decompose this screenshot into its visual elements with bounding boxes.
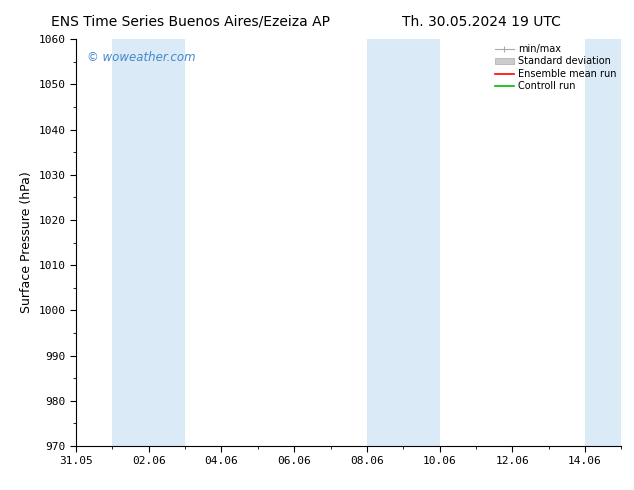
Text: ENS Time Series Buenos Aires/Ezeiza AP: ENS Time Series Buenos Aires/Ezeiza AP [51, 15, 330, 29]
Text: © woweather.com: © woweather.com [87, 51, 196, 64]
Legend: min/max, Standard deviation, Ensemble mean run, Controll run: min/max, Standard deviation, Ensemble me… [495, 44, 616, 91]
Bar [403, 39, 439, 446]
Y-axis label: Surface Pressure (hPa): Surface Pressure (hPa) [20, 172, 33, 314]
Bar [112, 39, 185, 446]
Text: Th. 30.05.2024 19 UTC: Th. 30.05.2024 19 UTC [403, 15, 561, 29]
Bar [367, 39, 403, 446]
Bar [585, 39, 621, 446]
